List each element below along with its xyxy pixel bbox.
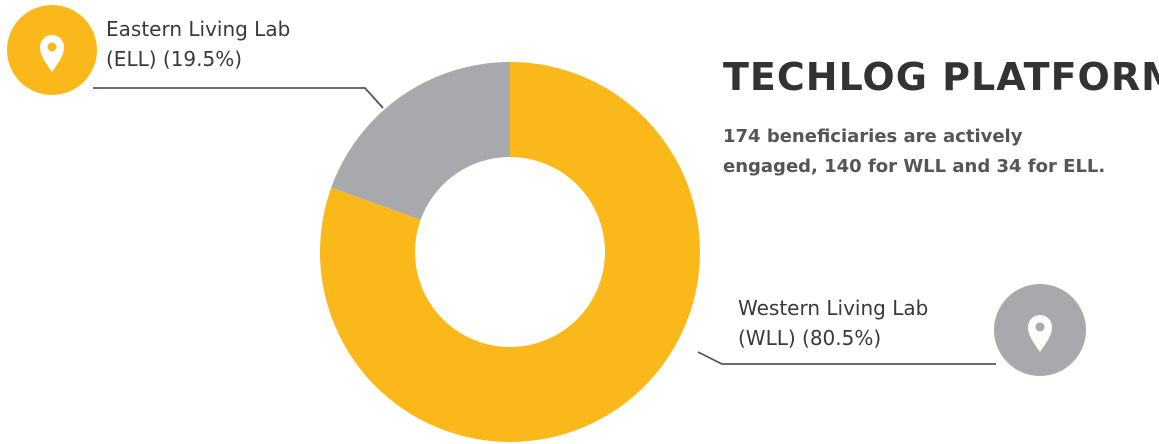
ell-label-line2: (ELL) (19.5%): [106, 47, 243, 71]
donut-slices: [320, 62, 700, 442]
map-pin-icon: [40, 35, 64, 72]
platform-title: TECHLOG PLATFORM: [723, 55, 1159, 99]
description-line-2: engaged, 140 for WLL and 34 for ELL.: [723, 156, 1106, 177]
wll-label-line2: (WLL) (80.5%): [738, 326, 882, 350]
wll-label-line1: Western Living Lab: [738, 296, 929, 320]
donut-slice-wll: [320, 62, 700, 442]
ell-leader-line: [93, 87, 384, 109]
map-pin-icon: [1028, 315, 1052, 352]
wll-callout-label: Western Living Lab (WLL) (80.5%): [738, 293, 928, 353]
platform-description: 174 beneficiaries are actively engaged, …: [723, 122, 1105, 182]
donut-slice-ell: [331, 62, 510, 220]
wll-leader-line: [697, 351, 996, 365]
ell-callout-label: Eastern Living Lab (ELL) (19.5%): [106, 14, 290, 74]
description-line-1: 174 beneficiaries are actively: [723, 126, 1023, 147]
ell-label-line1: Eastern Living Lab: [106, 17, 291, 41]
